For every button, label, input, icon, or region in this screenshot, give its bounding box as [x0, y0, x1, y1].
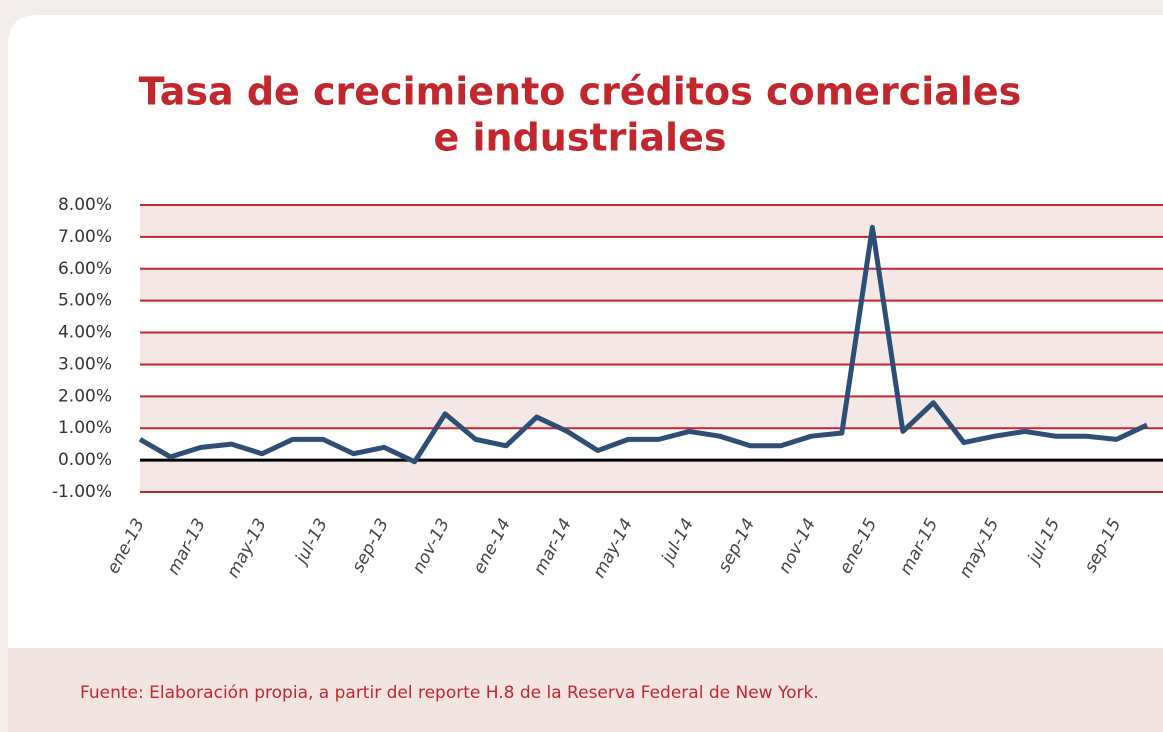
band — [140, 396, 1163, 429]
band — [140, 205, 1163, 237]
band — [140, 460, 1163, 492]
footer-band — [8, 648, 1163, 732]
data-line — [138, 224, 1149, 465]
band — [140, 268, 1163, 301]
y-tick-label: 5.00% — [58, 291, 112, 311]
chart-title: Tasa de crecimiento créditos comerciales — [139, 70, 1022, 114]
band — [140, 332, 1163, 365]
chart-title: e industriales — [434, 116, 727, 160]
y-tick-label: -1.00% — [52, 482, 112, 502]
source-note: Fuente: Elaboración propia, a partir del… — [80, 683, 819, 703]
y-tick-label: 3.00% — [58, 354, 112, 374]
y-tick-label: 8.00% — [58, 195, 112, 215]
y-tick-label: 0.00% — [58, 450, 112, 470]
y-tick-label: 6.00% — [58, 259, 112, 279]
y-tick-label: 1.00% — [58, 418, 112, 438]
y-tick-label: 2.00% — [58, 386, 112, 406]
y-tick-label: 7.00% — [58, 227, 112, 247]
card — [8, 15, 1163, 732]
y-tick-label: 4.00% — [58, 323, 112, 343]
